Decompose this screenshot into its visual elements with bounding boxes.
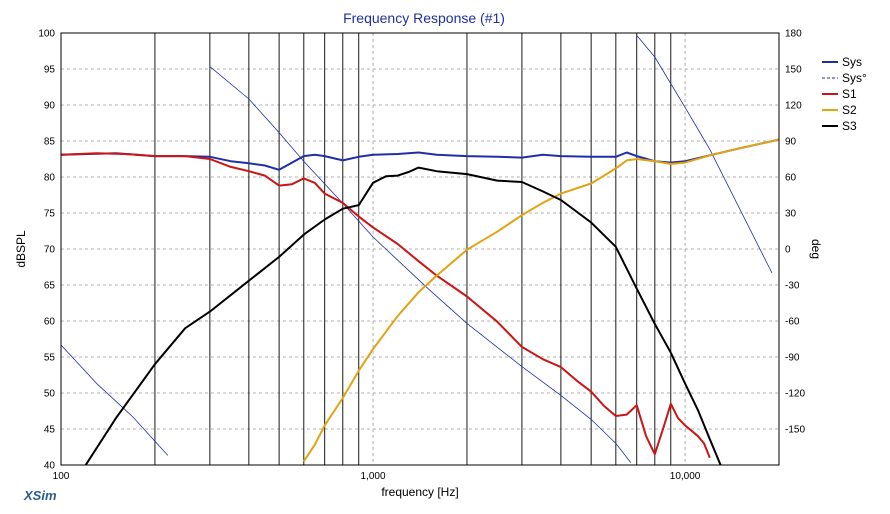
series-line-5 [84, 166, 722, 465]
xsim-logo: XSim [23, 488, 57, 503]
series-line-4 [302, 138, 779, 462]
y-tick-label: 55 [44, 353, 56, 364]
legend-label: Sys° [842, 71, 867, 85]
y-tick-label: 90 [44, 101, 56, 112]
y2-axis-ticks: 180 150 120 90 60 30 0 -30 -60 -90 -120 -150 [785, 29, 805, 436]
legend-label: S3 [842, 119, 857, 133]
series-line-2 [209, 66, 632, 463]
series-line-2 [61, 344, 169, 456]
gridlines [61, 33, 779, 465]
y-axis-ticks: 100 95 90 85 80 75 70 65 60 55 50 45 40 [38, 29, 55, 472]
y2-tick-label: 0 [785, 245, 791, 256]
y-tick-label: 80 [44, 173, 56, 184]
series-line-3 [61, 152, 711, 459]
series-line-1 [61, 138, 779, 171]
y-tick-label: 60 [44, 317, 56, 328]
y2-tick-label: -150 [785, 425, 805, 436]
y-axis-label: dBSPL [14, 230, 28, 268]
x-tick-label: 100 [53, 471, 70, 482]
chart-title: Frequency Response (#1) [343, 10, 505, 26]
y2-tick-label: -120 [785, 389, 805, 400]
y2-tick-label: 30 [785, 209, 797, 220]
x-axis-label: frequency [Hz] [381, 485, 458, 499]
y-tick-label: 40 [44, 461, 56, 472]
y-tick-label: 70 [44, 245, 56, 256]
y2-tick-label: 60 [785, 173, 797, 184]
y-tick-label: 100 [38, 29, 55, 40]
y-tick-label: 75 [44, 209, 56, 220]
legend-label: Sys [842, 55, 862, 69]
legend: Sys Sys° S1 S2 S3 [822, 55, 867, 133]
y-tick-label: 95 [44, 65, 56, 76]
y2-tick-label: -60 [785, 317, 800, 328]
y2-tick-label: -30 [785, 281, 800, 292]
y2-axis-label: deg [809, 239, 823, 259]
legend-label: S1 [842, 87, 857, 101]
x-axis-ticks: 100 1,000 10,000 [53, 471, 701, 482]
y-tick-label: 85 [44, 137, 56, 148]
legend-label: S2 [842, 103, 857, 117]
y2-tick-label: 90 [785, 137, 797, 148]
y2-tick-label: 120 [785, 101, 802, 112]
x-tick-label: 10,000 [670, 471, 701, 482]
crossover-markers [154, 33, 672, 465]
y2-tick-label: 180 [785, 29, 802, 40]
plot-series [61, 35, 779, 465]
x-tick-label: 1,000 [361, 471, 386, 482]
y2-tick-label: 150 [785, 65, 802, 76]
series-line-2 [636, 35, 773, 274]
plot-frame [60, 32, 780, 466]
y-tick-label: 65 [44, 281, 56, 292]
y2-tick-label: -90 [785, 353, 800, 364]
y-tick-label: 45 [44, 425, 56, 436]
y-tick-label: 50 [44, 389, 56, 400]
